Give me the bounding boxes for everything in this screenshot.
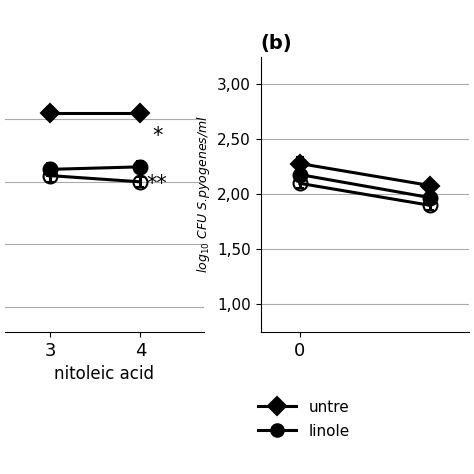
- Text: **: **: [147, 174, 168, 194]
- X-axis label: nitoleic acid: nitoleic acid: [55, 365, 154, 383]
- Y-axis label: log$_{10}$ CFU S.pyogenes/ml: log$_{10}$ CFU S.pyogenes/ml: [194, 115, 211, 273]
- Legend: untre, linole: untre, linole: [258, 400, 350, 439]
- Text: *: *: [152, 126, 163, 146]
- Text: (b): (b): [261, 34, 292, 53]
